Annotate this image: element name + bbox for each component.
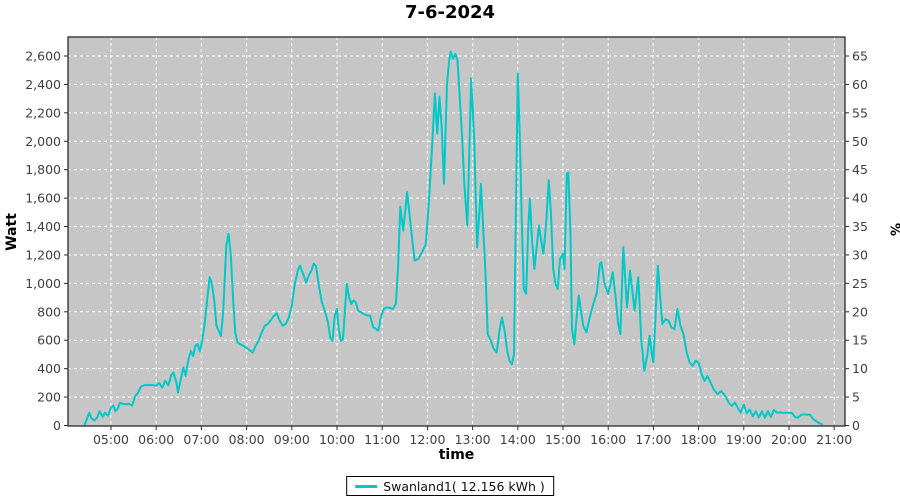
y-tick-label-right: 25 <box>852 276 868 291</box>
x-tick-label: 05:00 <box>93 432 129 447</box>
y-axis-label-percent: % <box>886 222 900 237</box>
y-tick-label-right: 45 <box>852 162 868 177</box>
chart-title: 7-6-2024 <box>404 2 496 23</box>
legend-line-swatch <box>355 484 378 488</box>
legend: Swanland1( 12.156 kWh ) <box>346 476 554 496</box>
y-tick-label-right: 55 <box>852 105 868 120</box>
y-axis-right: 0 5 10 15 20 25 30 35 40 45 50 55 60 65 <box>845 49 868 433</box>
y-tick-label-right: 0 <box>852 418 860 433</box>
x-tick-label: 13:00 <box>455 432 491 447</box>
x-tick-label: 10:00 <box>319 432 355 447</box>
y-tick-label-left: 800 <box>37 304 61 319</box>
x-axis: 05:00 06:00 07:00 08:00 09:00 10:00 11:00 12:00… <box>93 426 852 447</box>
y-tick-label-right: 20 <box>852 304 868 319</box>
x-tick-label: 09:00 <box>274 432 310 447</box>
y-tick-label-left: 600 <box>37 333 61 348</box>
y-tick-label-right: 40 <box>852 191 868 206</box>
x-tick-label: 18:00 <box>681 432 717 447</box>
x-tick-label: 19:00 <box>726 432 762 447</box>
y-tick-label-right: 60 <box>852 77 868 92</box>
plot-background <box>68 37 845 426</box>
x-tick-label: 14:00 <box>500 432 536 447</box>
x-tick-label: 20:00 <box>771 432 807 447</box>
x-tick-label: 06:00 <box>138 432 174 447</box>
y-tick-label-right: 65 <box>852 49 868 64</box>
y-tick-label-left: 1,800 <box>25 162 61 177</box>
y-tick-label-left: 2,200 <box>25 105 61 120</box>
y-tick-label-right: 15 <box>852 333 868 348</box>
x-tick-label: 11:00 <box>364 432 400 447</box>
y-tick-label-left: 200 <box>37 390 61 405</box>
plot-outline <box>67 36 846 427</box>
y-tick-label-right: 10 <box>852 361 868 376</box>
y-tick-label-right: 35 <box>852 219 868 234</box>
y-axis-left: 0 200 400 600 800 1,000 1,200 1,400 1,600 1,800 2,… <box>25 49 68 433</box>
y-tick-label-right: 50 <box>852 134 868 149</box>
y-axis-label-watt: Watt <box>4 213 20 251</box>
x-tick-label: 21:00 <box>816 432 852 447</box>
y-tick-label-right: 5 <box>852 390 860 405</box>
y-tick-label-left: 1,400 <box>25 219 61 234</box>
y-tick-label-left: 1,600 <box>25 191 61 206</box>
y-tick-label-left: 400 <box>37 361 61 376</box>
x-tick-label: 12:00 <box>409 432 445 447</box>
y-tick-label-left: 1,000 <box>25 276 61 291</box>
x-tick-label: 15:00 <box>545 432 581 447</box>
y-tick-label-left: 1,200 <box>25 247 61 262</box>
x-tick-label: 07:00 <box>183 432 219 447</box>
y-tick-label-left: 2,000 <box>25 134 61 149</box>
x-tick-label: 17:00 <box>635 432 671 447</box>
x-tick-label: 16:00 <box>590 432 626 447</box>
x-tick-label: 08:00 <box>229 432 265 447</box>
x-axis-label-time: time <box>438 447 475 463</box>
y-tick-label-left: 2,400 <box>25 77 61 92</box>
y-tick-label-left: 0 <box>53 418 61 433</box>
legend-label: Swanland1( 12.156 kWh ) <box>383 478 545 494</box>
y-tick-label-right: 30 <box>852 247 868 262</box>
y-tick-label-left: 2,600 <box>25 49 61 64</box>
series-line <box>83 50 824 426</box>
